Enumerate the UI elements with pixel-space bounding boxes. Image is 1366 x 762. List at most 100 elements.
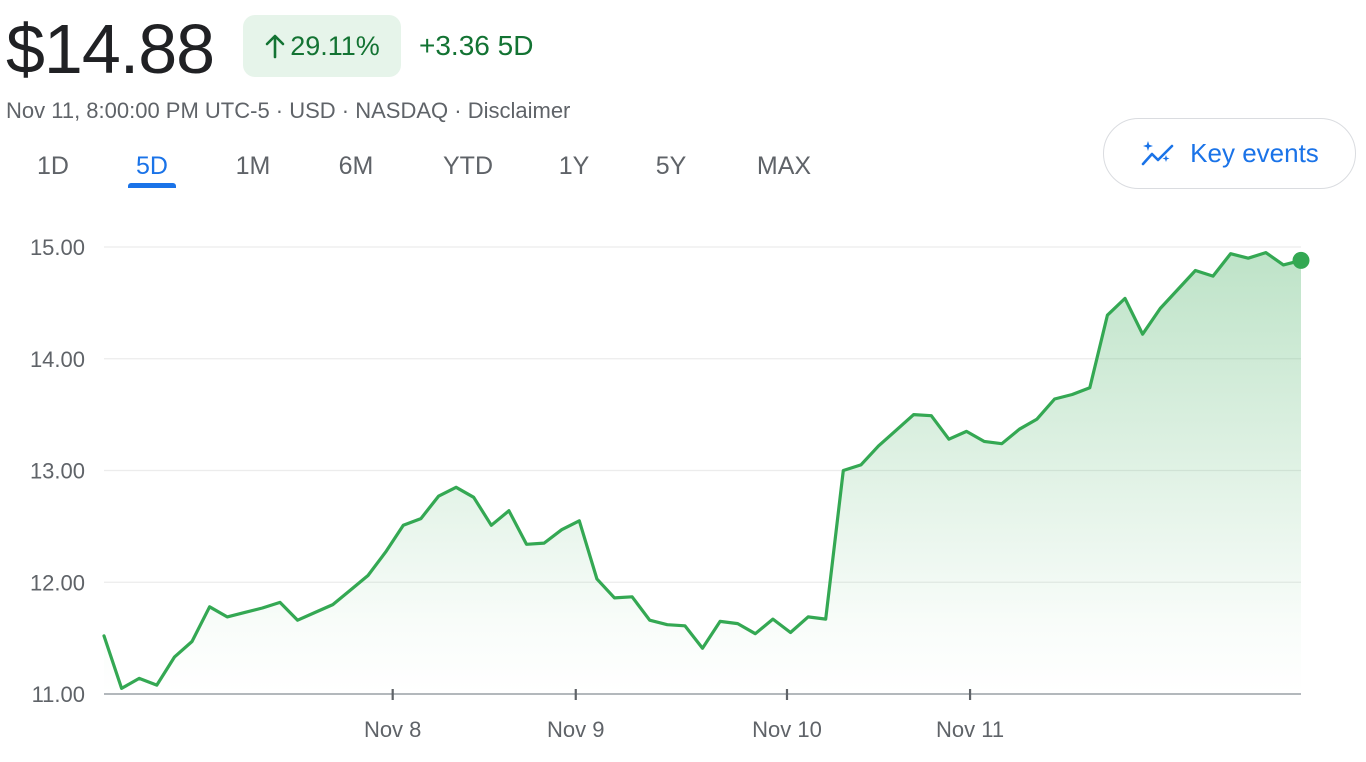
data-point <box>243 610 247 614</box>
data-point <box>1017 427 1021 431</box>
data-point <box>1053 397 1057 401</box>
y-tick-label: 11.00 <box>32 682 85 707</box>
quote-meta: Nov 11, 8:00:00 PM UTC-5 · USD · NASDAQ … <box>6 98 571 123</box>
data-point <box>384 550 388 554</box>
tab-1m[interactable]: 1M <box>235 152 271 180</box>
change-value: +3.36 <box>419 30 490 61</box>
data-point <box>718 619 722 623</box>
data-point <box>1264 251 1268 255</box>
arrow-up-icon <box>265 34 285 59</box>
data-point <box>771 617 775 621</box>
tab-ytd[interactable]: YTD <box>443 152 493 180</box>
data-point <box>595 577 599 581</box>
tab-1d[interactable]: 1D <box>37 152 69 180</box>
data-point <box>102 634 106 638</box>
tab-1y[interactable]: 1Y <box>558 152 590 180</box>
data-point <box>401 523 405 527</box>
data-point <box>1105 313 1109 317</box>
tab-5y[interactable]: 5Y <box>655 152 687 180</box>
change-percent-badge: 29.11% <box>243 15 401 77</box>
data-point <box>313 610 317 614</box>
price-line <box>102 251 1303 690</box>
data-point <box>1229 252 1233 256</box>
data-point <box>577 519 581 523</box>
data-point <box>190 640 194 644</box>
y-tick-label: 12.00 <box>30 570 85 595</box>
active-tab-indicator <box>128 183 176 188</box>
data-point <box>912 413 916 417</box>
y-tick-label: 13.00 <box>30 459 85 484</box>
x-tick-label: Nov 8 <box>364 717 421 742</box>
tab-6m[interactable]: 6M <box>338 152 374 180</box>
data-point <box>331 603 335 607</box>
data-point <box>454 485 458 489</box>
data-point <box>1246 256 1250 260</box>
change-percent: 29.11% <box>290 30 380 61</box>
data-point <box>683 624 687 628</box>
data-point <box>1088 386 1092 390</box>
data-point <box>1141 332 1145 336</box>
data-point <box>1070 393 1074 397</box>
data-point <box>120 686 124 690</box>
data-point <box>472 495 476 499</box>
data-point <box>278 600 282 604</box>
data-point <box>507 509 511 513</box>
x-tick-label: Nov 9 <box>547 717 604 742</box>
data-point <box>1211 274 1215 278</box>
data-point <box>172 655 176 659</box>
data-point <box>965 429 969 433</box>
data-point <box>542 541 546 545</box>
data-point <box>982 439 986 443</box>
data-point <box>348 588 352 592</box>
sparkle-trend-icon <box>1141 140 1174 165</box>
data-point <box>877 444 881 448</box>
key-events-label: Key events <box>1190 138 1319 168</box>
data-point <box>137 676 141 680</box>
x-tick-label: Nov 10 <box>752 717 822 742</box>
data-point <box>1158 307 1162 311</box>
data-point <box>437 494 441 498</box>
change-summary: +3.36 5D <box>419 27 533 65</box>
data-point <box>806 615 810 619</box>
data-point <box>824 617 828 621</box>
data-point <box>260 606 264 610</box>
last-price-marker <box>1292 251 1310 269</box>
data-point <box>489 523 493 527</box>
data-point <box>525 542 529 546</box>
x-tick-label: Nov 11 <box>936 717 1004 742</box>
data-point <box>366 574 370 578</box>
data-point <box>1176 288 1180 292</box>
change-period: 5D <box>497 30 534 61</box>
y-tick-label: 14.00 <box>30 347 85 372</box>
range-tabs: 1D 5D 1M 6M YTD 1Y 5Y MAX <box>0 148 860 192</box>
data-point <box>648 618 652 622</box>
data-point <box>630 595 634 599</box>
data-point <box>296 618 300 622</box>
data-point <box>419 517 423 521</box>
data-point <box>560 528 564 532</box>
data-point <box>736 622 740 626</box>
price-chart: 15.00 14.00 13.00 12.00 11.00 Nov 8 Nov 9 Nov … <box>30 235 1310 742</box>
data-point <box>701 646 705 650</box>
data-point <box>208 605 212 609</box>
data-point <box>1193 269 1197 273</box>
data-point <box>1000 442 1004 446</box>
price-area <box>104 252 1301 694</box>
data-point <box>894 428 898 432</box>
data-point <box>789 631 793 635</box>
tab-5d[interactable]: 5D <box>136 152 168 180</box>
data-point <box>665 623 669 627</box>
data-point <box>1123 296 1127 300</box>
data-point <box>155 683 159 687</box>
data-point <box>1281 263 1285 267</box>
y-tick-label: 15.00 <box>30 235 85 260</box>
data-point <box>947 437 951 441</box>
data-point <box>859 463 863 467</box>
data-point <box>753 632 757 636</box>
key-events-button[interactable]: Key events <box>1103 118 1356 189</box>
data-point <box>225 615 229 619</box>
data-point <box>1035 417 1039 421</box>
data-point <box>613 596 617 600</box>
tab-max[interactable]: MAX <box>756 152 812 180</box>
data-point <box>841 469 845 473</box>
